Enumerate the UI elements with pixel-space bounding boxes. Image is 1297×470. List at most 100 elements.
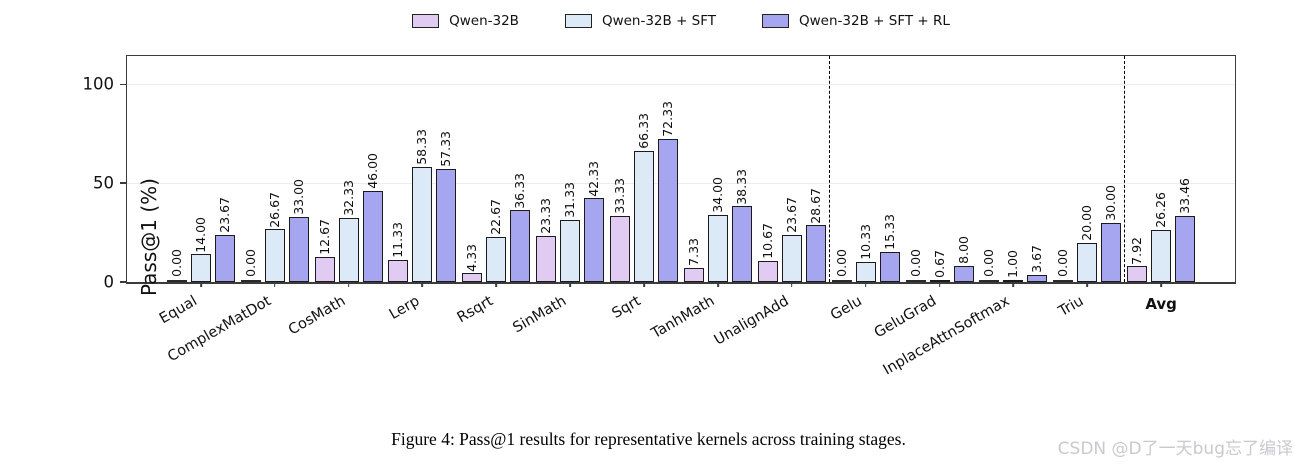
bar-group-Rsqrt: 4.33 22.67 36.33	[462, 173, 531, 282]
bar-value-label: 0.00	[242, 249, 258, 277]
bar-value-label: 0.67	[931, 250, 947, 278]
bar-Gelu-series-2: 15.33	[879, 214, 900, 282]
bar-value-label: 4.33	[464, 243, 480, 272]
bar-group-Avg: 7.92 26.26 33.46	[1127, 178, 1196, 282]
bar-ComplexMatDot-series-1: 26.67	[264, 192, 285, 282]
bar-SinMath-series-2: 42.33	[584, 161, 605, 282]
bar-value-label: 0.00	[168, 249, 184, 277]
bar-value-label: 26.26	[1152, 192, 1168, 229]
legend-item-0: Qwen-32B	[412, 13, 519, 29]
x-tick-mark-Triu	[1086, 282, 1089, 287]
x-label-text-Lerp: Lerp	[386, 293, 422, 323]
bar-value-label: 20.00	[1079, 204, 1095, 241]
legend-swatch-0	[412, 14, 440, 28]
legend-item-1: Qwen-32B + SFT	[564, 13, 717, 29]
bar-value-label: 34.00	[709, 177, 725, 213]
bar-value-label: 33.46	[1176, 178, 1192, 214]
legend-swatch-2	[762, 14, 790, 28]
x-label-ComplexMatDot: ComplexMatDot	[67, 290, 274, 365]
bar-value-label: 22.67	[488, 199, 504, 236]
x-tick-mark-TanhMath	[717, 282, 719, 287]
bar-value-label: 15.33	[881, 213, 897, 250]
bar-group-Equal: 0.00 14.00 23.67	[166, 197, 235, 282]
bar-InplaceAttnSoftmax-series-0: 0.00	[979, 249, 1000, 282]
bar-value-label: 23.33	[537, 198, 553, 234]
bar-CosMath-series-2: 46.00	[362, 153, 383, 282]
gridline-100	[127, 83, 1235, 86]
bar-InplaceAttnSoftmax-series-1: 1.00	[1003, 250, 1024, 282]
legend-item-2: Qwen-32B + SFT + RL	[762, 13, 950, 29]
bar-group-InplaceAttnSoftmax: 0.00 1.00 3.67	[979, 245, 1048, 282]
bar-SinMath-series-0: 23.33	[536, 198, 557, 282]
bar-Avg-series-0: 7.92	[1127, 237, 1148, 282]
bar-value-label: 7.33	[685, 237, 701, 266]
bar-Rsqrt-series-1: 22.67	[486, 199, 507, 282]
x-label-text-UnalignAdd: UnalignAdd	[711, 293, 792, 349]
bar-group-Lerp: 11.33 58.33 57.33	[388, 129, 457, 282]
bar-Equal-series-1: 14.00	[190, 217, 211, 282]
x-tick-mark-GeluGrad	[938, 282, 941, 287]
bar-Lerp-series-2: 57.33	[436, 131, 457, 282]
bar-TanhMath-series-1: 34.00	[707, 177, 728, 282]
bar-value-label: 30.00	[1103, 185, 1119, 221]
bar-group-CosMath: 12.67 32.33 46.00	[314, 153, 383, 282]
bar-Equal-series-2: 23.67	[214, 197, 235, 282]
bar-value-label: 8.00	[955, 236, 971, 265]
bar-value-label: 10.67	[759, 223, 775, 259]
plot-inner: 0 50 100 0.00 14.00 23.67 Equal 0.00 26.67 33.00 C…	[83, 56, 1235, 378]
bar-value-label: 10.33	[857, 223, 873, 260]
bar-value-label: 12.67	[316, 219, 332, 255]
bar-ComplexMatDot-series-2: 33.00	[288, 179, 309, 282]
bar-value-label: 23.67	[216, 197, 232, 234]
x-tick-mark-Gelu	[864, 282, 867, 287]
x-tick-mark-ComplexMatDot	[273, 282, 276, 287]
bar-value-label: 57.33	[438, 131, 454, 167]
bar-value-label: 0.00	[907, 249, 923, 277]
x-label-text-SinMath: SinMath	[510, 293, 570, 337]
x-label-Equal: Equal	[0, 290, 200, 327]
bar-Equal-series-0: 0.00	[166, 249, 187, 282]
x-label-Gelu: Gelu	[658, 290, 865, 324]
dashed-separator-after-Triu	[1124, 56, 1126, 282]
x-label-text-Gelu: Gelu	[828, 293, 866, 324]
bar-value-label: 1.00	[1005, 250, 1021, 278]
dashed-separator-after-UnalignAdd	[828, 56, 830, 282]
bar-value-label: 38.33	[733, 168, 749, 205]
bar-value-label: 23.67	[783, 197, 799, 234]
gridline-50	[127, 182, 1235, 185]
x-label-text-ComplexMatDot: ComplexMatDot	[165, 293, 275, 366]
bar-TanhMath-series-2: 38.33	[731, 169, 752, 282]
bar-group-SinMath: 23.33 31.33 42.33	[536, 161, 605, 282]
bar-GeluGrad-series-2: 8.00	[953, 236, 974, 282]
chart-legend: Qwen-32B Qwen-32B + SFT Qwen-32B + SFT + R…	[126, 13, 1236, 29]
bar-Sqrt-series-2: 72.33	[658, 101, 679, 282]
bar-Avg-series-2: 33.46	[1175, 178, 1196, 282]
x-label-SinMath: SinMath	[362, 290, 570, 336]
bar-Triu-series-1: 20.00	[1077, 205, 1098, 282]
x-tick-mark-InplaceAttnSoftmax	[1012, 282, 1015, 287]
x-label-text-CosMath: CosMath	[285, 293, 349, 339]
bar-value-label: 0.00	[981, 249, 997, 277]
figure-caption: Figure 4: Pass@1 results for representat…	[391, 429, 906, 449]
legend-label-1: Qwen-32B + SFT	[601, 13, 717, 29]
bar-Sqrt-series-1: 66.33	[634, 113, 655, 282]
bar-value-label: 14.00	[192, 216, 208, 253]
y-tick-mark-100	[120, 83, 127, 86]
x-label-InplaceAttnSoftmax: InplaceAttnSoftmax	[805, 290, 1013, 378]
bar-Sqrt-series-0: 33.33	[610, 178, 631, 282]
bar-value-label: 11.33	[390, 221, 406, 258]
x-label-Triu: Triu	[879, 290, 1086, 320]
bar-group-GeluGrad: 0.00 0.67 8.00	[905, 236, 974, 282]
bar-value-label: 0.00	[1055, 249, 1071, 277]
x-label-CosMath: CosMath	[141, 290, 348, 338]
y-tick-mark-0	[120, 281, 127, 283]
bar-group-Gelu: 0.00 10.33 15.33	[831, 214, 900, 282]
y-axis-label: Pass@1 (%)	[137, 178, 161, 296]
x-label-UnalignAdd: UnalignAdd	[584, 290, 791, 348]
bar-UnalignAdd-series-1: 23.67	[781, 197, 802, 282]
bar-ComplexMatDot-series-0: 0.00	[240, 249, 261, 282]
bar-value-label: 33.33	[611, 178, 627, 215]
bar-Avg-series-1: 26.26	[1151, 192, 1172, 282]
x-tick-mark-UnalignAdd	[790, 282, 793, 287]
